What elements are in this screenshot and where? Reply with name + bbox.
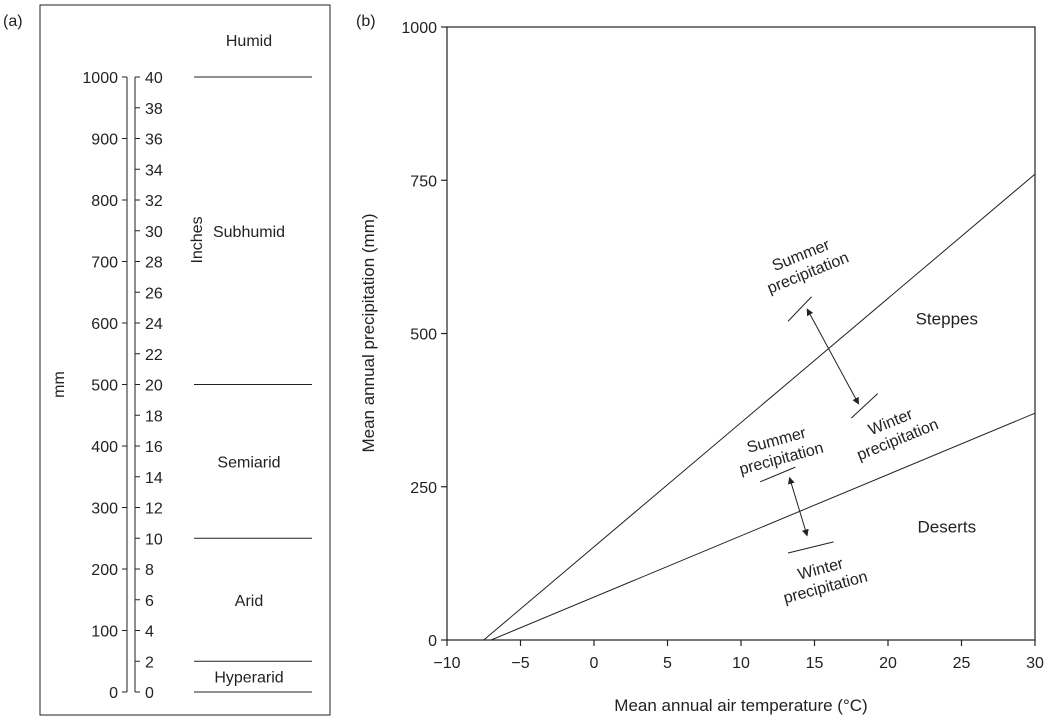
boundary-line-2 [490, 412, 1036, 641]
mm-tick-label: 700 [91, 255, 118, 272]
inch-tick-label: 6 [145, 593, 154, 610]
mm-axis-label: mm [51, 371, 68, 398]
mm-tick-label: 800 [91, 193, 118, 210]
summer-bar [787, 296, 812, 322]
inch-tick-label: 40 [145, 70, 163, 87]
mm-tick-label: 1000 [82, 70, 118, 87]
panel-b-label: (b) [356, 13, 376, 30]
region-label-deserts: Deserts [918, 518, 977, 537]
panel-a-frame [39, 4, 331, 716]
mm-tick-label: 600 [91, 316, 118, 333]
inch-tick-label: 28 [145, 255, 163, 272]
annotation-2: Summerprecipitation Winterprecipitation [733, 421, 870, 608]
y-tick-label: 1000 [401, 20, 437, 37]
zone-label-hyperarid: Hyperarid [214, 670, 283, 687]
summer-label: Summerprecipitation [758, 232, 851, 298]
inch-tick-label: 36 [145, 132, 163, 149]
zone-label-humid: Humid [226, 33, 272, 50]
inch-tick-label: 20 [145, 378, 163, 395]
inch-tick-label: 12 [145, 501, 163, 518]
inch-tick-label: 30 [145, 224, 163, 241]
inch-tick-label: 22 [145, 347, 163, 364]
inch-tick-label: 16 [145, 439, 163, 456]
inch-tick-label: 38 [145, 101, 163, 118]
mm-tick-label: 200 [91, 562, 118, 579]
winter-label: Winterprecipitation [777, 550, 870, 607]
winter-bar [787, 541, 834, 554]
boundary-line-1 [483, 173, 1036, 641]
summer-bar [759, 466, 796, 483]
x-tick-label: 20 [879, 655, 897, 672]
y-axis-title: Mean annual precipitation (mm) [359, 213, 378, 452]
y-tick-label: 250 [410, 480, 437, 497]
panel-a-zones: Hyperarid Arid Semiarid Subhumid Humid [194, 33, 312, 693]
x-tick-label: 15 [806, 655, 824, 672]
mm-tick-label: 0 [109, 685, 118, 702]
x-tick-label: 10 [732, 655, 750, 672]
panel-a-label: (a) [3, 13, 23, 30]
inch-tick-label: 0 [145, 685, 154, 702]
x-tick-label: 0 [590, 655, 599, 672]
mm-tick-label: 400 [91, 439, 118, 456]
winter-bar [850, 393, 879, 419]
mm-tick-label: 900 [91, 132, 118, 149]
zone-label-subhumid: Subhumid [213, 224, 285, 241]
mm-tick-label: 500 [91, 378, 118, 395]
double-arrow [806, 308, 860, 405]
panel-a-precipitation-scale: (a) mm Inches 01002003004005006007008009… [3, 4, 331, 716]
inch-tick-label: 10 [145, 531, 163, 548]
axis-ticks: −10 −5 0 5 10 15 20 25 30 0 250 500 750 1000 [401, 20, 1044, 672]
x-tick-label: −10 [433, 655, 460, 672]
zone-label-arid: Arid [235, 593, 263, 610]
seasonality-annotations: SummerprecipitationWinterprecipitationSu… [733, 232, 941, 608]
inch-tick-label: 4 [145, 624, 154, 641]
mm-tick-label: 300 [91, 501, 118, 518]
panel-a-axes: 0100200300400500600700800900100002468101… [82, 70, 162, 702]
summer-label: Summerprecipitation [733, 421, 826, 478]
panel-b-chart: (b) −10 −5 0 5 10 15 20 25 30 0 250 500 750 1000 Mean… [356, 13, 1044, 715]
inch-tick-label: 32 [145, 193, 163, 210]
inch-tick-label: 8 [145, 562, 154, 579]
double-arrow [787, 476, 809, 537]
x-axis-title: Mean annual air temperature (°C) [614, 696, 867, 715]
inch-tick-label: 18 [145, 408, 163, 425]
x-tick-label: 30 [1026, 655, 1044, 672]
boundary-lines [483, 173, 1036, 641]
inch-tick-label: 2 [145, 654, 154, 671]
x-tick-label: −5 [511, 655, 529, 672]
x-tick-label: 25 [953, 655, 971, 672]
x-tick-label: 5 [663, 655, 672, 672]
y-tick-label: 0 [428, 633, 437, 650]
inch-tick-label: 14 [145, 470, 163, 487]
zone-label-semiarid: Semiarid [217, 454, 280, 471]
inch-tick-label: 34 [145, 162, 163, 179]
y-tick-label: 750 [410, 173, 437, 190]
region-labels: Steppes Deserts [916, 309, 978, 536]
inch-tick-label: 26 [145, 285, 163, 302]
y-tick-label: 500 [410, 327, 437, 344]
inches-axis-label: Inches [189, 216, 206, 263]
mm-tick-label: 100 [91, 624, 118, 641]
region-label-steppes: Steppes [916, 309, 978, 328]
inch-tick-label: 24 [145, 316, 163, 333]
plot-area-frame [446, 26, 1036, 641]
